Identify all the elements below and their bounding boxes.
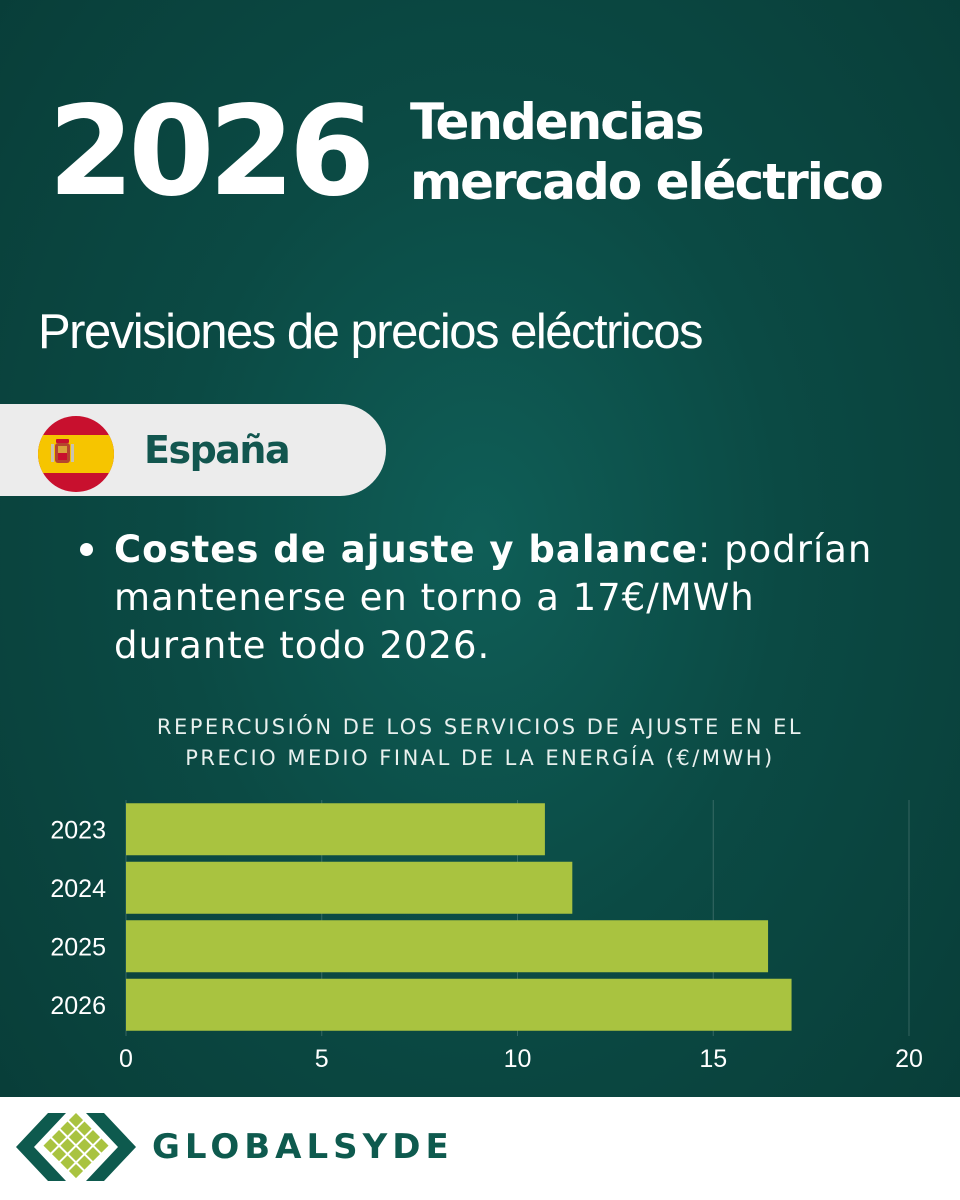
title-line-2: mercado eléctrico: [410, 153, 884, 211]
x-tick-label: 20: [895, 1045, 923, 1073]
spain-flag-icon: [38, 416, 114, 492]
x-tick-label: 15: [699, 1045, 727, 1073]
bullet-body-text: : podrían mantenerse en torno a 17€/MWh …: [114, 528, 873, 667]
y-category-label: 2025: [50, 933, 106, 961]
chart-title-line-1: REPERCUSIÓN DE LOS SERVICIOS DE AJUSTE E…: [156, 715, 804, 739]
bar-2025: [126, 920, 769, 973]
bullet-text: Costes de ajuste y balance: podrían mant…: [114, 526, 914, 670]
header: 2026 Tendencias mercado eléctrico: [48, 82, 928, 222]
country-pill: España: [0, 404, 386, 496]
title-block: Tendencias mercado eléctrico: [410, 92, 884, 212]
x-tick-label: 10: [504, 1045, 532, 1073]
bar-2026: [126, 978, 792, 1031]
y-category-label: 2026: [50, 992, 106, 1020]
globalsyde-logo-icon: [16, 1113, 136, 1181]
bar-2024: [126, 861, 573, 914]
x-tick-label: 0: [119, 1045, 133, 1073]
page-subtitle: Previsiones de precios eléctricos: [38, 305, 704, 359]
brand-name: GLOBALSYDE: [152, 1127, 454, 1167]
chart-title-line-2: PRECIO MEDIO FINAL DE LA ENERGÍA (€/MWH): [185, 746, 775, 770]
bar-chart: 0 5 10 15 20 2023 2024 2025 2026: [50, 800, 923, 1073]
bar-2023: [126, 803, 545, 856]
x-tick-label: 5: [315, 1045, 329, 1073]
chart-title: REPERCUSIÓN DE LOS SERVICIOS DE AJUSTE E…: [0, 712, 960, 774]
footer: GLOBALSYDE: [0, 1097, 960, 1200]
bullet-bold-text: Costes de ajuste y balance: [114, 528, 698, 571]
year-heading: 2026: [48, 80, 375, 224]
country-label: España: [144, 428, 291, 472]
y-category-label: 2024: [50, 875, 106, 903]
y-category-label: 2023: [50, 816, 106, 844]
title-line-1: Tendencias: [410, 93, 705, 151]
bullet-dot: [80, 543, 93, 556]
